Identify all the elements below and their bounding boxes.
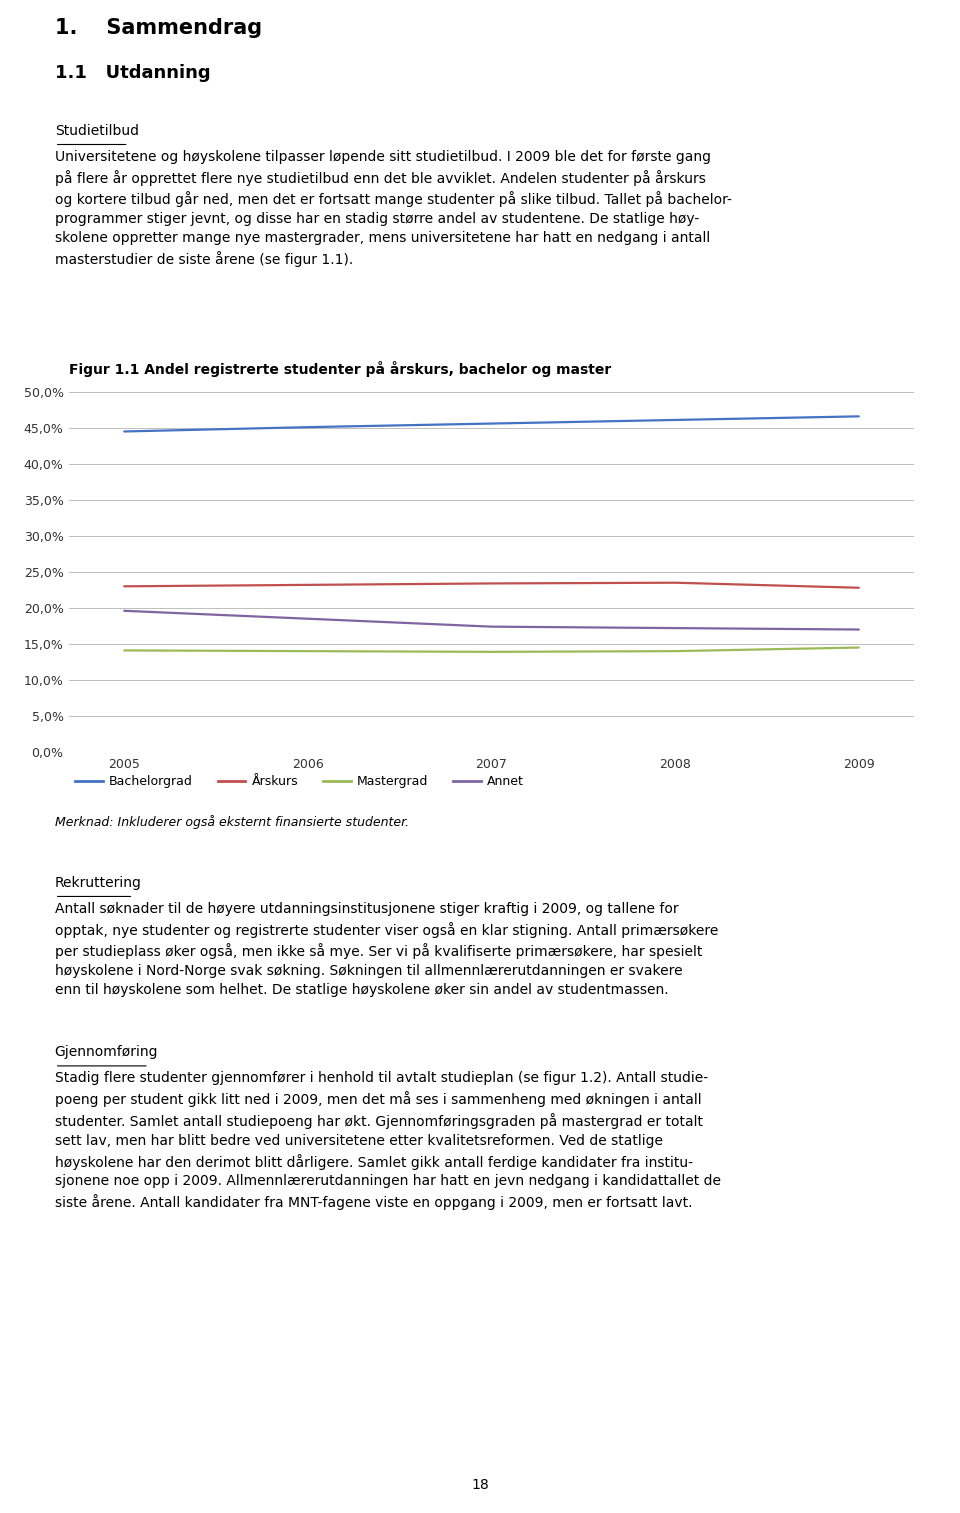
Årskurs <box>302 576 314 595</box>
Text: Merknad: Inkluderer også eksternt finansierte studenter.: Merknad: Inkluderer også eksternt finans… <box>55 816 409 829</box>
Line: Mastergrad: Mastergrad <box>124 648 859 652</box>
Text: 18: 18 <box>471 1478 489 1492</box>
Text: Stadig flere studenter gjennomfører i henhold til avtalt studieplan (se figur 1.: Stadig flere studenter gjennomfører i he… <box>55 1071 721 1210</box>
Text: Universitetene og høyskolene tilpasser løpende sitt studietilbud. I 2009 ble det: Universitetene og høyskolene tilpasser l… <box>55 150 732 266</box>
Bachelorgrad <box>853 407 865 425</box>
Bachelorgrad <box>118 422 130 440</box>
Text: Figur 1.1 Andel registrerte studenter på årskurs, bachelor og master: Figur 1.1 Andel registrerte studenter på… <box>69 360 612 377</box>
Årskurs <box>669 573 681 592</box>
Mastergrad <box>853 638 865 657</box>
Line: Bachelorgrad: Bachelorgrad <box>124 416 859 431</box>
Annet <box>118 602 130 620</box>
Text: Studietilbud: Studietilbud <box>55 124 138 138</box>
Bachelorgrad <box>302 418 314 436</box>
Annet <box>669 619 681 637</box>
Text: 1.1   Utdanning: 1.1 Utdanning <box>55 64 210 82</box>
Årskurs <box>118 578 130 596</box>
Annet <box>853 620 865 638</box>
Mastergrad <box>669 642 681 660</box>
Mastergrad <box>486 643 497 661</box>
Text: Rekruttering: Rekruttering <box>55 876 141 890</box>
Text: Antall søknader til de høyere utdanningsinstitusjonene stiger kraftig i 2009, og: Antall søknader til de høyere utdannings… <box>55 902 718 997</box>
Line: Årskurs: Årskurs <box>124 583 859 587</box>
Line: Annet: Annet <box>124 611 859 629</box>
Text: Gjennomføring: Gjennomføring <box>55 1045 158 1059</box>
Text: 1.    Sammendrag: 1. Sammendrag <box>55 18 262 38</box>
Bachelorgrad <box>486 415 497 433</box>
Annet <box>302 610 314 628</box>
Årskurs <box>486 575 497 593</box>
Mastergrad <box>118 642 130 660</box>
Bachelorgrad <box>669 412 681 430</box>
Årskurs <box>853 578 865 596</box>
Legend: Bachelorgrad, Årskurs, Mastergrad, Annet: Bachelorgrad, Årskurs, Mastergrad, Annet <box>76 775 524 788</box>
Mastergrad <box>302 642 314 660</box>
Annet <box>486 617 497 635</box>
